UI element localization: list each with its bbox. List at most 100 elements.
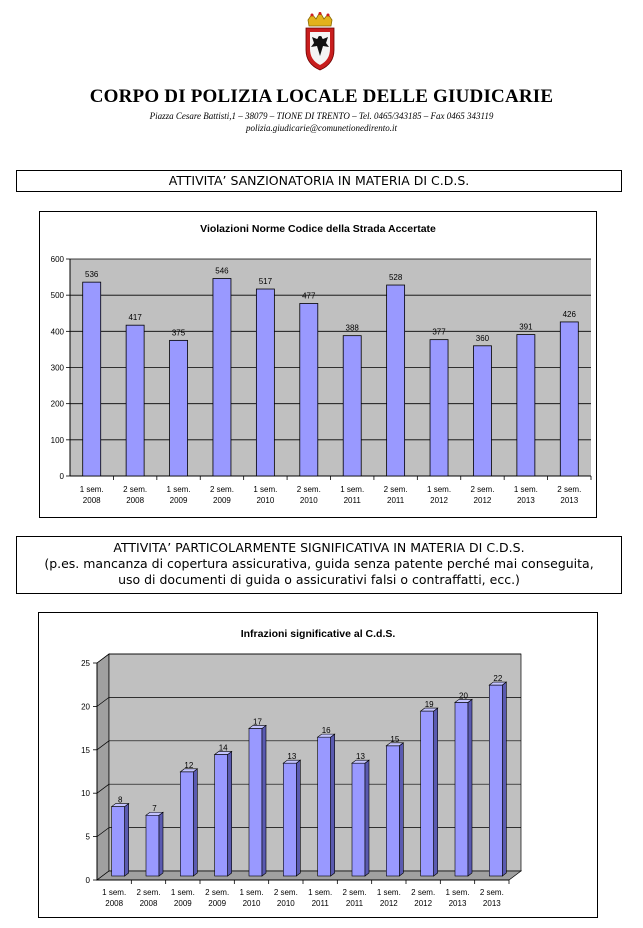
crown-icon bbox=[307, 12, 333, 27]
y-tick-label: 5 bbox=[86, 833, 91, 842]
data-label: 8 bbox=[118, 796, 123, 805]
x-tick-label: 2 sem. bbox=[411, 888, 435, 897]
x-tick-label: 2 sem. bbox=[136, 888, 160, 897]
x-tick-label: 2011 bbox=[346, 899, 364, 908]
x-tick-label: 2008 bbox=[105, 899, 123, 908]
section-heading-significant: ATTIVITA’ PARTICOLARMENTE SIGNIFICATIVA … bbox=[16, 536, 622, 594]
data-label: 528 bbox=[389, 273, 403, 282]
bar bbox=[516, 334, 536, 477]
data-label: 536 bbox=[85, 270, 99, 279]
x-tick-label: 2009 bbox=[208, 899, 226, 908]
x-tick-label: 1 sem. bbox=[80, 485, 104, 494]
bar bbox=[488, 681, 508, 877]
x-tick-label: 2008 bbox=[126, 496, 144, 505]
data-label: 17 bbox=[253, 717, 262, 726]
data-label: 15 bbox=[390, 735, 399, 744]
bar-side bbox=[467, 698, 473, 877]
organization-address: Piazza Cesare Battisti,1 – 38079 – TIONE… bbox=[149, 111, 494, 121]
y-tick-label: 0 bbox=[86, 876, 91, 885]
bar bbox=[342, 335, 362, 477]
x-tick-label: 2 sem. bbox=[557, 485, 581, 494]
bar-front bbox=[454, 702, 469, 877]
x-tick-label: 1 sem. bbox=[308, 888, 332, 897]
bar bbox=[282, 759, 302, 877]
x-tick-label: 1 sem. bbox=[427, 485, 451, 494]
data-label: 13 bbox=[356, 752, 365, 761]
bar bbox=[179, 768, 199, 877]
bar-front bbox=[283, 762, 297, 877]
x-tick-label: 2009 bbox=[174, 899, 192, 908]
bar-side bbox=[124, 802, 129, 877]
data-label: 517 bbox=[259, 277, 273, 286]
chart-title: Infrazioni significative al C.d.S. bbox=[241, 628, 396, 640]
x-tick-label: 1 sem. bbox=[377, 888, 401, 897]
x-tick-label: 2013 bbox=[517, 496, 535, 505]
coat-of-arms-logo bbox=[305, 12, 335, 71]
shield-icon bbox=[305, 27, 335, 71]
y-tick-label: 20 bbox=[81, 702, 90, 711]
data-label: 375 bbox=[172, 328, 186, 337]
bar bbox=[316, 733, 336, 877]
x-tick-label: 2012 bbox=[474, 496, 492, 505]
x-tick-label: 2012 bbox=[380, 899, 398, 908]
y-tick-label: 600 bbox=[51, 255, 65, 264]
bar bbox=[419, 707, 439, 877]
x-tick-label: 2 sem. bbox=[123, 485, 147, 494]
bar-side bbox=[193, 768, 198, 877]
data-label: 391 bbox=[519, 323, 533, 332]
bar bbox=[473, 345, 492, 477]
x-tick-label: 2009 bbox=[170, 496, 188, 505]
significant-infractions-chart: Infrazioni significative al C.d.S. 0 5 10 15… bbox=[81, 628, 523, 908]
x-tick-label: 1 sem. bbox=[102, 888, 126, 897]
section-heading-significant-line3: uso di documenti di guida o assicurativi… bbox=[118, 572, 520, 587]
bar bbox=[454, 698, 473, 877]
x-tick-label: 2012 bbox=[414, 899, 432, 908]
section-heading-significant-line2: (p.es. mancanza di copertura assicurativ… bbox=[44, 556, 594, 571]
section-heading-sanctions: ATTIVITA’ SANZIONATORIA IN MATERIA DI C.… bbox=[16, 170, 622, 192]
violations-chart: Violazioni Norme Codice della Strada Acc… bbox=[51, 223, 592, 505]
x-tick-label: 2 sem. bbox=[384, 485, 408, 494]
violations-chart-frame: Violazioni Norme Codice della Strada Acc… bbox=[39, 211, 597, 518]
bar-top bbox=[282, 759, 302, 764]
bar-top bbox=[351, 759, 370, 764]
data-label: 13 bbox=[287, 752, 296, 761]
data-label: 22 bbox=[493, 674, 502, 683]
bar bbox=[386, 284, 406, 477]
x-tick-label: 2013 bbox=[483, 899, 501, 908]
data-label: 12 bbox=[184, 761, 193, 770]
bar bbox=[213, 750, 233, 877]
x-tick-label: 2010 bbox=[256, 496, 274, 505]
data-label: 426 bbox=[563, 310, 577, 319]
data-label: 14 bbox=[219, 743, 228, 752]
x-tick-label: 1 sem. bbox=[514, 485, 538, 494]
bar-front bbox=[248, 728, 263, 877]
bar bbox=[212, 278, 232, 477]
bar-side bbox=[158, 811, 164, 877]
x-tick-label: 2008 bbox=[83, 496, 101, 505]
gridline bbox=[96, 740, 110, 751]
y-tick-label: 100 bbox=[51, 436, 65, 445]
bar-side bbox=[364, 759, 370, 877]
y-tick-label: 25 bbox=[81, 659, 90, 668]
section-heading-significant-line1: ATTIVITA’ PARTICOLARMENTE SIGNIFICATIVA … bbox=[113, 540, 525, 555]
bar-front bbox=[111, 806, 125, 877]
bar-side bbox=[227, 750, 232, 877]
bar-top bbox=[385, 742, 405, 747]
bar bbox=[255, 288, 275, 477]
y-tick-label: 0 bbox=[60, 472, 65, 481]
x-tick-label: 1 sem. bbox=[171, 888, 195, 897]
x-tick-label: 2012 bbox=[430, 496, 448, 505]
y-tick-label: 10 bbox=[81, 789, 90, 798]
bar-front bbox=[317, 736, 331, 877]
bar bbox=[110, 802, 130, 877]
bar-top bbox=[316, 733, 336, 738]
bar-side bbox=[330, 733, 335, 877]
bar-front bbox=[351, 762, 366, 877]
x-tick-label: 2013 bbox=[449, 899, 467, 908]
x-tick-label: 1 sem. bbox=[340, 485, 364, 494]
y-tick-label: 500 bbox=[51, 291, 65, 300]
data-label: 546 bbox=[215, 267, 229, 276]
data-label: 360 bbox=[476, 334, 490, 343]
bar-front bbox=[214, 754, 228, 877]
gridline bbox=[96, 653, 110, 664]
